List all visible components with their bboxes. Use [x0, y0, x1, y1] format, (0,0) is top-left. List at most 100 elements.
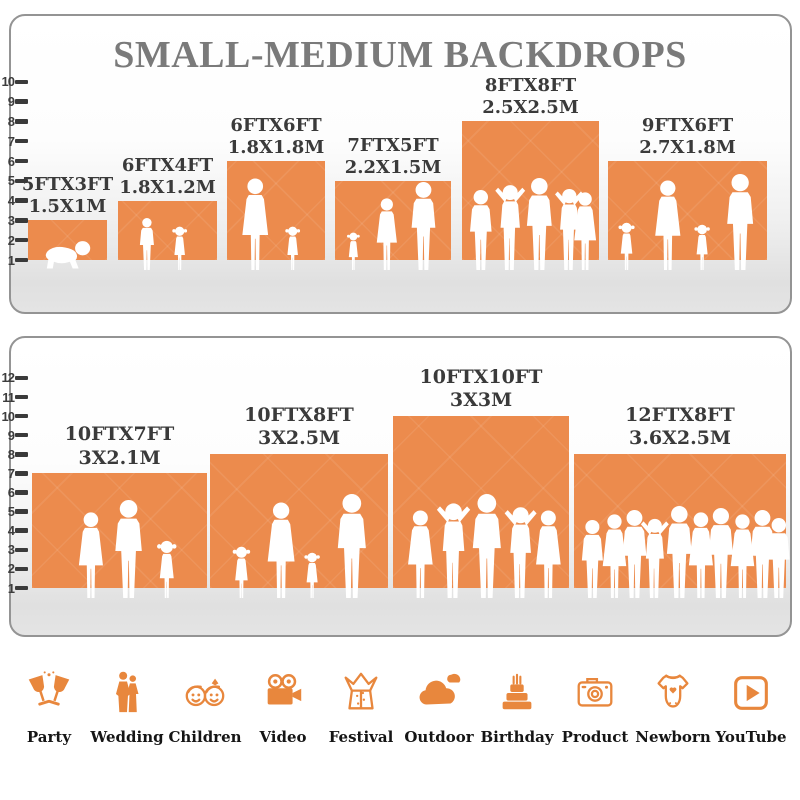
category-label: Birthday [480, 728, 554, 746]
size-feet: 8FTX8FT [484, 75, 577, 97]
ruler-tick: 10 [0, 408, 28, 424]
tick-number: 10 [1, 74, 15, 90]
tick-number: 5 [7, 173, 15, 189]
ruler-tick: 10 [0, 74, 28, 90]
tick-mark [15, 566, 28, 572]
ruler-tick: 11 [0, 389, 28, 405]
size-feet: 10FTX7FT [64, 423, 175, 446]
ruler-tick: 9 [0, 94, 28, 109]
tick-mark [15, 432, 28, 438]
tick-number: 4 [7, 193, 15, 209]
wedding-icon [104, 664, 150, 716]
ruler-tick: 2 [0, 233, 28, 248]
person-silhouette [330, 494, 374, 598]
size-meters: 3X2.1M [78, 446, 161, 469]
ruler-tick: 9 [0, 428, 28, 443]
backdrop-size-label: 12FTX8FT 3.6X2.5M [570, 404, 790, 450]
person-silhouette [568, 192, 602, 270]
tick-mark [15, 471, 28, 476]
tick-mark [15, 490, 28, 495]
tick-number: 4 [7, 523, 15, 539]
size-feet: 12FTX8FT [625, 404, 735, 427]
person-silhouette [108, 500, 149, 598]
tick-number: 8 [7, 446, 15, 462]
size-meters: 3X3M [449, 389, 513, 412]
category-children: Children [166, 664, 244, 746]
tick-number: 2 [7, 561, 15, 577]
category-label: Wedding [90, 728, 164, 746]
category-wedding: Wedding [88, 664, 166, 746]
backdrop-rect [227, 161, 325, 260]
person-silhouette [529, 510, 568, 598]
tick-number: 7 [7, 465, 15, 481]
size-feet: 6FTX4FT [121, 154, 214, 176]
tick-number: 12 [1, 370, 15, 386]
person-silhouette [762, 518, 796, 598]
tick-mark [15, 198, 28, 203]
size-meters: 1.8X1.2M [119, 176, 216, 198]
birthday-icon [494, 664, 540, 716]
tick-mark [15, 237, 28, 243]
backdrop-size-label: 8FTX8FT 2.5X2.5M [421, 75, 641, 119]
tick-number: 3 [7, 542, 15, 558]
category-label: YouTube [715, 728, 787, 746]
backdrop-size-label: 7FTX5FT 2.2X1.5M [283, 135, 503, 179]
ruler-tick: 5 [0, 504, 28, 519]
size-meters: 3.6X2.5M [629, 427, 731, 450]
ruler-tick: 4 [0, 193, 28, 209]
size-feet: 10FTX8FT [244, 404, 354, 427]
backdrop-size-label: 10FTX7FT 3X2.1M [10, 423, 230, 469]
category-product: Product [556, 664, 634, 746]
tick-mark [15, 257, 28, 263]
tick-mark [15, 158, 28, 164]
size-meters: 1.5X1M [28, 196, 107, 218]
category-label: Product [561, 728, 629, 746]
tick-number: 10 [1, 408, 15, 424]
category-label: Festival [328, 728, 394, 746]
tick-number: 1 [7, 252, 15, 268]
category-outdoor: Outdoor [400, 664, 478, 746]
category-label: Children [168, 728, 242, 746]
backdrop-size-label: 5FTX3FT 1.5X1M [0, 174, 178, 218]
tick-mark [15, 178, 28, 184]
person-silhouette [692, 224, 712, 270]
category-festival: Festival [322, 664, 400, 746]
tick-mark [15, 547, 28, 553]
person-silhouette [283, 226, 302, 270]
tick-mark [15, 528, 28, 533]
size-feet: 9FTX6FT [641, 115, 734, 136]
youtube-icon [728, 664, 774, 716]
tick-mark [15, 413, 28, 419]
tick-mark [15, 119, 28, 124]
size-feet: 5FTX3FT [21, 174, 114, 196]
category-youtube: YouTube [712, 664, 790, 746]
page-title: SMALL-MEDIUM BACKDROPS [113, 34, 687, 76]
ruler-tick: 1 [0, 252, 28, 268]
category-party: Party [10, 664, 88, 746]
tick-number: 1 [7, 580, 15, 596]
person-silhouette [136, 218, 158, 270]
newborn-icon [650, 664, 696, 716]
tick-mark [15, 375, 28, 381]
tick-number: 8 [7, 113, 15, 129]
backdrop-rect [118, 200, 217, 260]
ruler-tick: 7 [0, 465, 28, 481]
tick-mark [15, 394, 28, 400]
category-label: Video [259, 728, 307, 746]
tick-number: 3 [7, 212, 15, 228]
tick-mark [15, 509, 28, 514]
backdrop-size-label: 6FTX4FT 1.8X1.2M [58, 155, 278, 199]
category-video: Video [244, 664, 322, 746]
person-silhouette [405, 182, 442, 270]
person-silhouette [42, 240, 93, 270]
tick-number: 6 [7, 485, 15, 500]
size-meters: 1.8X1.8M [227, 136, 325, 158]
size-meters: 2.2X1.5M [344, 156, 442, 178]
person-silhouette [260, 502, 302, 598]
backdrop-size-label: 10FTX8FT 3X2.5M [189, 404, 409, 450]
tick-number: 7 [7, 133, 15, 149]
tick-mark [15, 218, 28, 223]
tick-number: 11 [2, 389, 15, 405]
ruler-tick: 6 [0, 485, 28, 500]
